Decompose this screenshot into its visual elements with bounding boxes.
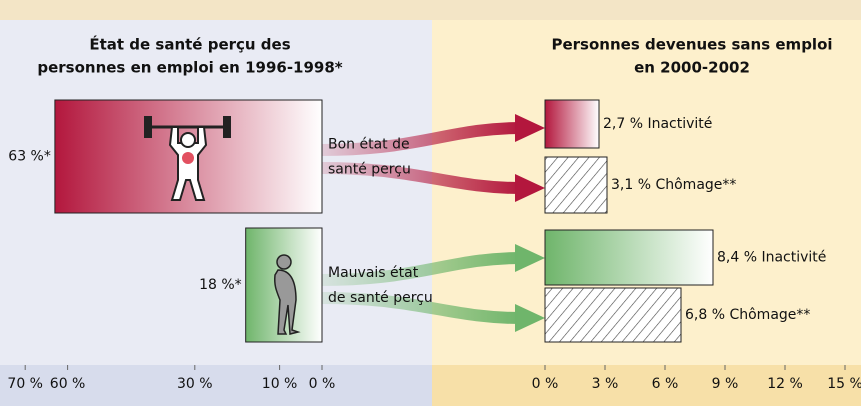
value-label: 18 %* xyxy=(199,277,242,293)
bar xyxy=(545,230,713,285)
top-strip xyxy=(0,0,861,20)
x-tick-label: 6 % xyxy=(652,376,679,392)
x-tick-label: 60 % xyxy=(50,376,86,392)
x-tick-label: 15 % xyxy=(827,376,861,392)
value-label: 3,1 % Chômage** xyxy=(611,177,736,193)
category-label: Mauvais état xyxy=(328,265,419,281)
x-tick-label: 3 % xyxy=(592,376,619,392)
infographic: État de santé perçu des personnes en empl… xyxy=(0,0,861,406)
x-tick-label: 0 % xyxy=(309,376,336,392)
bar xyxy=(545,157,607,213)
x-tick-label: 10 % xyxy=(262,376,298,392)
category-label: de santé perçu xyxy=(328,290,433,306)
chart-title: Personnes devenues sans emploi xyxy=(551,36,832,54)
bar xyxy=(545,100,599,148)
category-label: Bon état de xyxy=(328,137,410,153)
value-label: 63 %* xyxy=(8,149,51,165)
category-label: santé perçu xyxy=(328,162,411,178)
bar xyxy=(545,288,681,342)
x-tick-label: 0 % xyxy=(532,376,559,392)
x-tick-label: 30 % xyxy=(177,376,213,392)
x-tick-label: 9 % xyxy=(712,376,739,392)
value-label: 2,7 % Inactivité xyxy=(603,116,712,132)
x-tick-label: 12 % xyxy=(767,376,803,392)
chart-title: en 2000-2002 xyxy=(634,59,750,77)
chart-title: État de santé perçu des xyxy=(89,35,290,54)
value-label: 6,8 % Chômage** xyxy=(685,307,810,323)
chart-title: personnes en emploi en 1996-1998* xyxy=(37,59,342,77)
value-label: 8,4 % Inactivité xyxy=(717,250,826,266)
x-tick-label: 70 % xyxy=(7,376,43,392)
